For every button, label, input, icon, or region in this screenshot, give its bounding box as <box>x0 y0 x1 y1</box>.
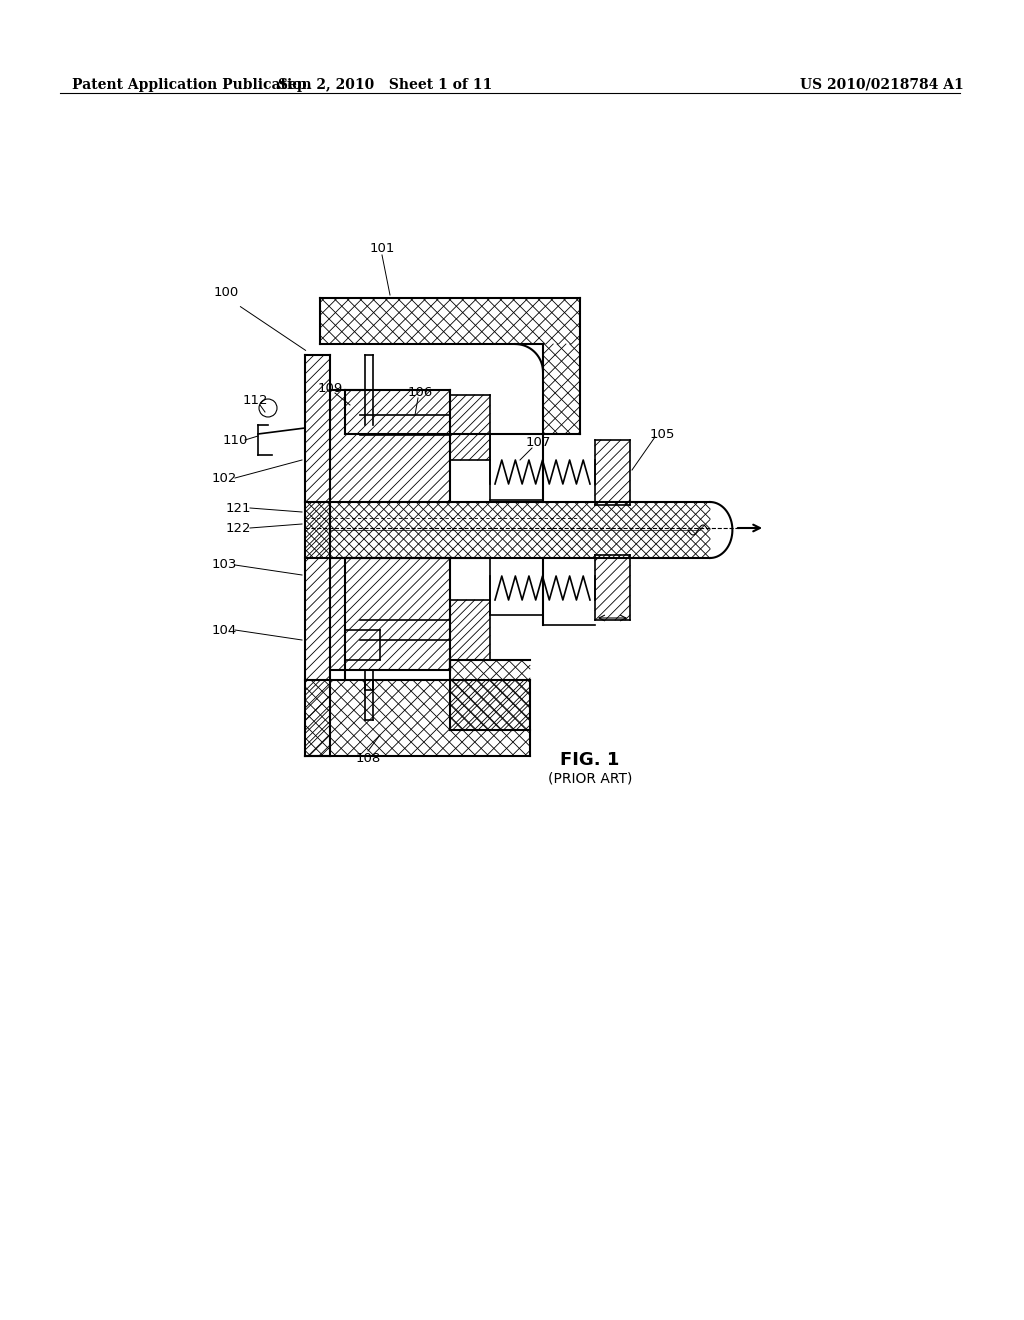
Text: 100: 100 <box>213 286 239 300</box>
Text: 110: 110 <box>222 433 248 446</box>
Text: 105: 105 <box>649 429 675 441</box>
Text: 103: 103 <box>211 558 237 572</box>
Text: 122: 122 <box>225 521 251 535</box>
Text: Patent Application Publication: Patent Application Publication <box>72 78 311 92</box>
Text: FIG. 1: FIG. 1 <box>560 751 620 770</box>
Text: 102: 102 <box>211 471 237 484</box>
Text: 107: 107 <box>525 436 551 449</box>
Text: (PRIOR ART): (PRIOR ART) <box>548 771 632 785</box>
Text: 106: 106 <box>408 385 432 399</box>
Text: 101: 101 <box>370 242 394 255</box>
Text: 109: 109 <box>317 381 343 395</box>
Text: US 2010/0218784 A1: US 2010/0218784 A1 <box>800 78 964 92</box>
Text: Sep. 2, 2010   Sheet 1 of 11: Sep. 2, 2010 Sheet 1 of 11 <box>278 78 493 92</box>
Text: 104: 104 <box>211 623 237 636</box>
Text: 112: 112 <box>243 393 267 407</box>
Text: 108: 108 <box>355 751 381 764</box>
Text: 121: 121 <box>225 502 251 515</box>
